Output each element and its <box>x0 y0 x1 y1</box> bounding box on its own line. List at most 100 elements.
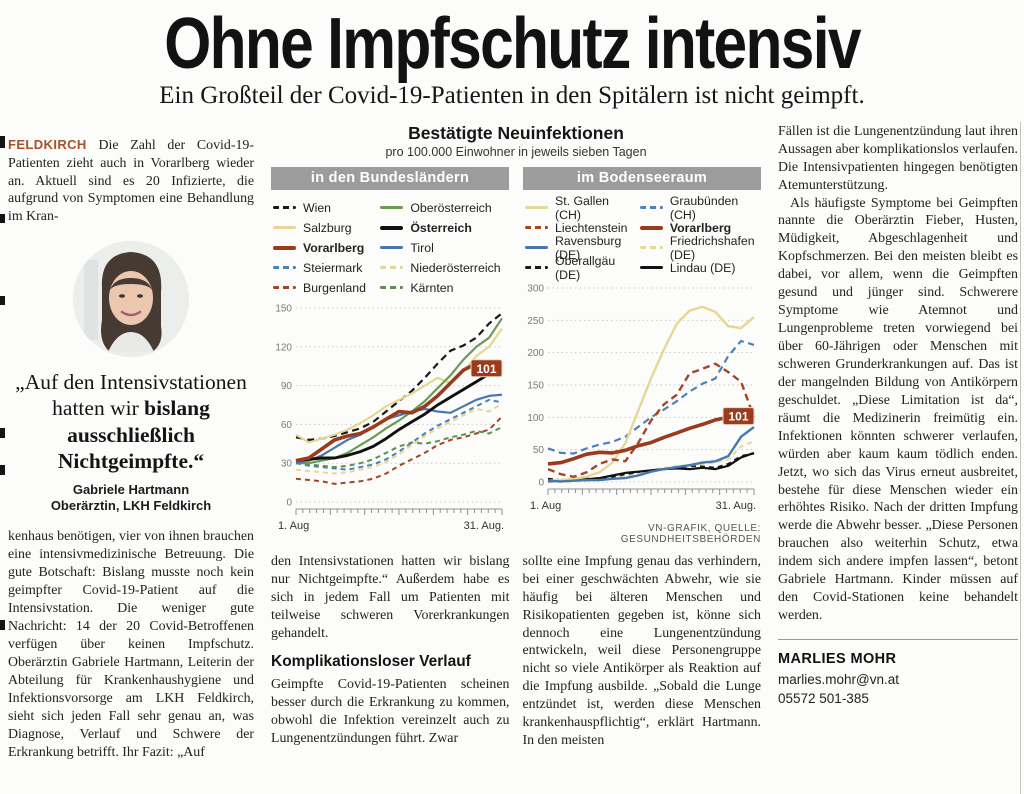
legend-item: Vorarlberg <box>273 238 374 258</box>
svg-text:150: 150 <box>275 303 292 314</box>
scan-artifact <box>0 620 5 630</box>
legend-label: Burgenland <box>303 280 366 295</box>
svg-text:60: 60 <box>281 420 293 431</box>
page-edge-rule <box>1020 122 1021 794</box>
legend-label: Steiermark <box>303 260 363 275</box>
legend-label: Niederösterreich <box>410 260 501 275</box>
legend-line-swatch <box>525 206 548 210</box>
legend-label: Österreich <box>410 220 472 235</box>
legend-label: Oberallgäu (DE) <box>555 253 616 282</box>
legend-label: Graubünden (CH) <box>669 193 739 222</box>
column-2-paragraph-1: den Intensivstationen hatten wir bislang… <box>271 553 510 641</box>
legend-item: St. Gallen (CH) <box>525 194 634 222</box>
legend-line-swatch <box>639 225 663 230</box>
panel-header-bundeslaender: in den Bundesländern <box>271 166 509 190</box>
portrait-photo <box>8 240 254 363</box>
legend-line-swatch <box>525 226 548 230</box>
legend-bodenseeraum: St. Gallen (CH) Liechtenstein Ravensburg (… <box>525 194 761 282</box>
column-4-paragraph-1: Fällen ist die Lungenentzündung laut ihr… <box>778 123 1018 193</box>
pull-quote: „Auf den Intensivstationen hatten wir bi… <box>10 369 252 474</box>
legend-item: Oberösterreich <box>380 198 509 218</box>
svg-text:1. Aug: 1. Aug <box>530 500 561 512</box>
chart-panel-bundeslaender: in den Bundesländern Wien Salzburg Vorarlb… <box>271 166 509 545</box>
column-1: FELDKIRCH Die Zahl der Covid-19-Patiente… <box>8 123 254 776</box>
legend-line-swatch <box>639 206 663 210</box>
legend-line-swatch <box>525 266 548 270</box>
line-chart-bundeslaender: 0 30 60 90 120 150 1. Aug 31. Aug. 101 <box>275 303 504 532</box>
author-email: marlies.mohr@vn.at <box>778 671 899 687</box>
svg-text:200: 200 <box>527 348 544 359</box>
legend-line-swatch <box>380 225 404 230</box>
scan-artifact <box>0 136 5 148</box>
svg-text:0: 0 <box>538 477 544 488</box>
svg-text:100: 100 <box>527 413 544 424</box>
scan-artifact <box>0 214 5 223</box>
byline-divider <box>778 639 1018 640</box>
scan-artifact <box>0 296 5 305</box>
svg-text:50: 50 <box>533 445 545 456</box>
legend-item: Liechtenstein <box>525 218 634 238</box>
scan-artifact <box>0 428 5 438</box>
quote-author-role: Oberärztin, LKH Feldkirch <box>50 498 212 514</box>
legend-label: Tirol <box>410 240 434 255</box>
chart-panels: in den Bundesländern Wien Salzburg Vorarlb… <box>271 166 761 545</box>
svg-text:300: 300 <box>527 283 544 294</box>
legend-line-swatch <box>273 206 296 210</box>
legend-label: Kärnten <box>410 280 454 295</box>
legend-label: Vorarlberg <box>303 240 365 255</box>
dateline: FELDKIRCH <box>8 136 87 152</box>
legend-item: Wien <box>273 198 374 218</box>
page-title: Ohne Impfschutz intensiv <box>164 4 861 84</box>
pull-quote-normal: „Auf den Intensivstationen hatten wir <box>15 370 247 421</box>
legend-item: Kärnten <box>380 278 509 298</box>
svg-text:31. Aug.: 31. Aug. <box>716 500 756 512</box>
svg-text:250: 250 <box>527 316 544 327</box>
legend-label: Ravensburg (DE) <box>555 233 622 262</box>
chart-subtitle: pro 100.000 Einwohner in jeweils sieben … <box>385 144 647 159</box>
legend-line-swatch <box>273 286 296 290</box>
section-subhead: Komplikationsloser Verlauf <box>271 653 471 671</box>
chart-title: Bestätigte Neuinfektionen <box>408 122 624 143</box>
legend-line-swatch <box>273 245 296 250</box>
legend-item: Steiermark <box>273 258 374 278</box>
svg-text:150: 150 <box>527 380 544 391</box>
legend-item: Ravensburg (DE) <box>525 234 634 262</box>
column-3-paragraph: sollte eine Impfung genau das verhindern… <box>522 553 762 749</box>
panel-header-bodenseeraum: im Bodenseeraum <box>523 166 761 190</box>
legend-label: Liechtenstein <box>555 220 628 235</box>
chart-source: VN-GRAFIK, QUELLE: GESUNDHEITSBEHÖRDEN <box>620 522 761 545</box>
pull-quote-bold: bislang ausschließlich Nichtgeimpfte.“ <box>57 396 210 473</box>
legend-line-swatch <box>380 246 404 250</box>
quote-attribution: Gabriele Hartmann Oberärztin, LKH Feldki… <box>8 482 254 515</box>
legend-item: Friedrichshafen (DE) <box>639 234 761 262</box>
author-name: MARLIES MOHR <box>778 651 897 667</box>
portrait-photo-svg <box>73 241 189 358</box>
svg-text:30: 30 <box>281 458 293 469</box>
legend-label: Lindau (DE) <box>669 260 736 275</box>
svg-text:120: 120 <box>275 342 292 353</box>
article-columns: FELDKIRCH Die Zahl der Covid-19-Patiente… <box>8 123 1018 776</box>
legend-item: Österreich <box>380 218 509 238</box>
scan-artifact <box>0 465 5 475</box>
column-4-paragraph-2: Als häufigste Symptome bei Geimpften nan… <box>778 195 1018 624</box>
value-badge <box>470 359 503 378</box>
legend-item: Niederösterreich <box>380 258 509 278</box>
chart-block: Bestätigte Neuinfektionen pro 100.000 Ei… <box>267 123 765 776</box>
column-1-body: kenhaus benötigen, vier von ihnen brauch… <box>8 529 254 760</box>
legend-line-swatch <box>525 246 548 250</box>
legend-item: Vorarlberg <box>639 218 761 238</box>
column-4: Fällen ist die Lungenentzündung laut ihr… <box>778 123 1018 776</box>
column-2-paragraph-2: Geimpfte Covid-19-Patienten scheinen bes… <box>271 677 510 747</box>
legend-item: Tirol <box>380 238 509 258</box>
subtitle: Ein Großteil der Covid-19-Patienten in d… <box>159 82 865 109</box>
legend-label: Vorarlberg <box>669 220 732 235</box>
legend-label: Wien <box>303 200 332 215</box>
legend-label: St. Gallen (CH) <box>555 193 609 222</box>
legend-bundeslaender: Wien Salzburg Vorarlberg Steiermark Burgenla… <box>273 198 509 298</box>
legend-line-swatch <box>380 286 404 290</box>
quote-author: Gabriele Hartmann <box>72 482 190 498</box>
legend-item: Graubünden (CH) <box>639 194 761 222</box>
svg-text:1. Aug: 1. Aug <box>278 520 309 532</box>
svg-text:101: 101 <box>728 409 748 423</box>
value-badge <box>722 406 755 425</box>
